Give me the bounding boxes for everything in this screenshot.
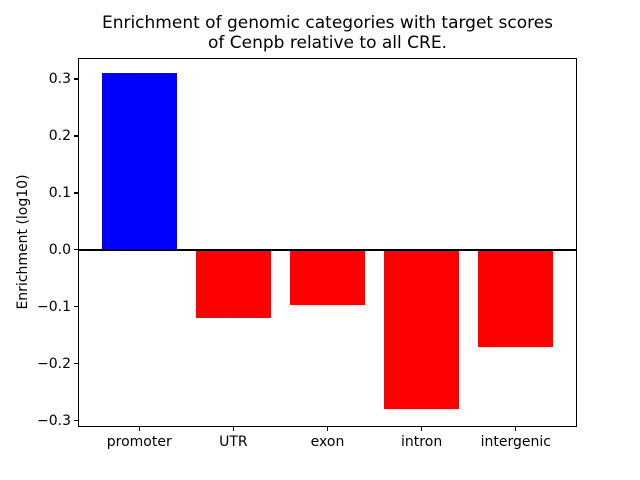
x-tick-label: intergenic <box>480 434 551 450</box>
y-tick-mark <box>74 78 79 80</box>
y-tick-mark <box>74 192 79 194</box>
x-tick-mark <box>515 426 517 431</box>
bar-promoter <box>101 73 177 250</box>
y-tick-label: −0.1 <box>37 298 71 315</box>
x-tick-mark <box>421 426 423 431</box>
plot-area: 0.3 0.2 0.1 0.0 −0.1 −0.2 −0.3 promoter UTR exon i… <box>37 58 577 450</box>
y-tick-label: −0.3 <box>37 412 71 429</box>
bar-intergenic <box>478 249 554 347</box>
x-tick-mark <box>138 426 140 431</box>
y-tick-label: 0.3 <box>48 70 71 87</box>
y-tick-mark <box>74 306 79 308</box>
y-tick-label: 0.1 <box>48 184 71 201</box>
x-tick-label: intron <box>401 434 443 450</box>
bar-intron <box>383 249 460 410</box>
zero-line <box>79 248 576 251</box>
bar-exon <box>289 249 366 306</box>
y-tick-label: 0.0 <box>48 241 71 258</box>
y-tick-label: 0.2 <box>48 127 71 144</box>
x-tick-label: promoter <box>106 434 172 450</box>
x-tick-label: exon <box>310 434 345 450</box>
chart-title: Enrichment of genomic categories with ta… <box>101 13 554 54</box>
x-tick-label: UTR <box>219 434 248 450</box>
y-tick-mark <box>74 135 79 137</box>
y-tick-mark <box>74 420 79 422</box>
x-tick-mark <box>326 426 329 431</box>
y-tick-mark <box>74 249 79 251</box>
bar-UTR <box>195 249 272 319</box>
y-tick-label: −0.2 <box>37 355 71 372</box>
y-tick-mark <box>74 363 79 365</box>
x-tick-mark <box>232 426 234 431</box>
